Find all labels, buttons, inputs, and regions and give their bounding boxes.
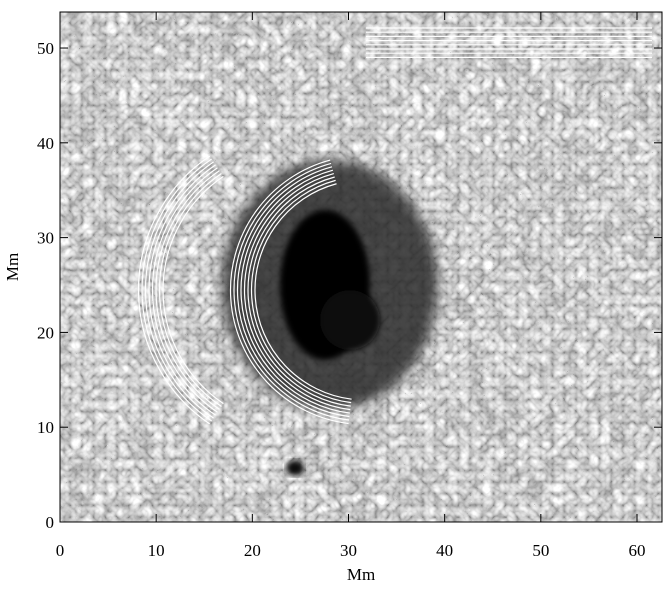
x-tick-label: 40 bbox=[436, 541, 453, 560]
y-tick-label: 30 bbox=[37, 229, 54, 248]
overlay-lines bbox=[137, 27, 652, 425]
x-tick-label: 30 bbox=[340, 541, 357, 560]
arc bbox=[247, 176, 351, 407]
pore bbox=[286, 460, 304, 476]
arc bbox=[158, 173, 222, 407]
x-axis-label: Mm bbox=[347, 565, 375, 584]
x-tick-label: 60 bbox=[628, 541, 645, 560]
arc bbox=[233, 162, 350, 421]
solar-image bbox=[60, 12, 662, 522]
arc bbox=[137, 155, 211, 425]
y-tick-label: 50 bbox=[37, 39, 54, 58]
arc bbox=[236, 166, 350, 418]
x-tick-label: 20 bbox=[244, 541, 261, 560]
arc bbox=[254, 183, 352, 400]
y-axis-label: Mm bbox=[3, 253, 22, 281]
arc bbox=[144, 161, 214, 419]
arc bbox=[141, 158, 212, 422]
x-tick-label: 50 bbox=[532, 541, 549, 560]
arc bbox=[155, 170, 220, 410]
arc bbox=[240, 169, 350, 414]
umbra bbox=[320, 290, 380, 350]
arc bbox=[250, 179, 352, 404]
y-tick-label: 0 bbox=[46, 513, 55, 532]
arc bbox=[229, 159, 349, 425]
arc bbox=[151, 167, 218, 413]
plot-frame bbox=[59, 11, 663, 523]
x-tick-label: 0 bbox=[56, 541, 65, 560]
y-tick-label: 20 bbox=[37, 323, 54, 342]
arc bbox=[243, 173, 351, 411]
y-tick-label: 10 bbox=[37, 418, 54, 437]
arc bbox=[162, 175, 224, 405]
arc bbox=[148, 164, 216, 416]
y-tick-label: 40 bbox=[37, 134, 54, 153]
x-tick-label: 10 bbox=[148, 541, 165, 560]
